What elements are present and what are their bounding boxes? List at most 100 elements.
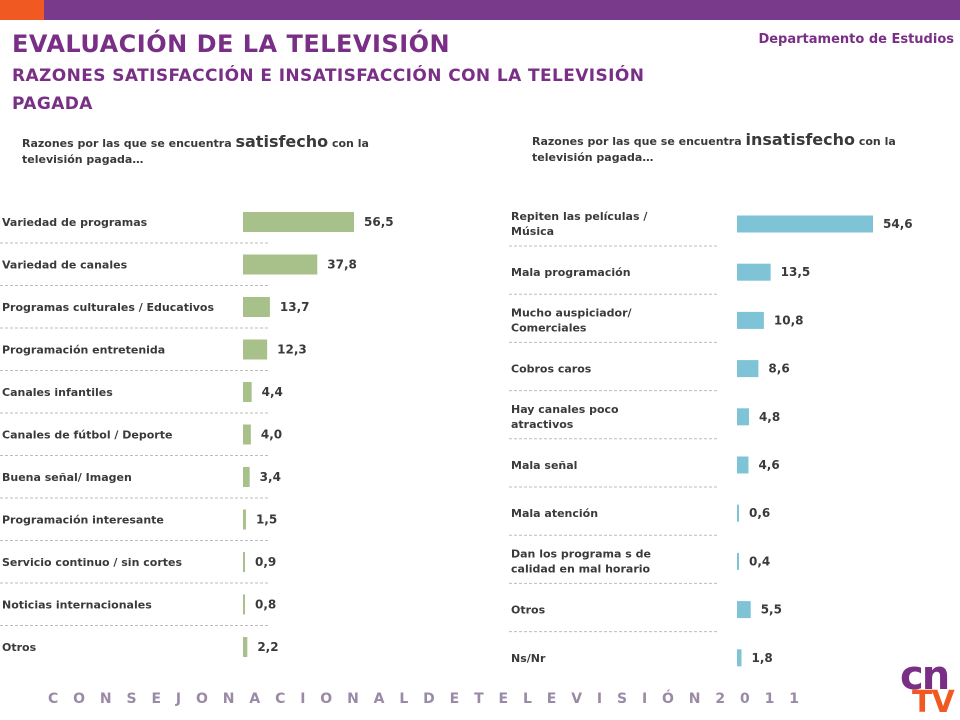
satisfied-category-label: Programas culturales / Educativos bbox=[2, 301, 214, 314]
satisfied-category-label-line: Canales infantiles bbox=[2, 386, 113, 399]
dissatisfied-category-label: Cobros caros bbox=[511, 363, 592, 376]
dissatisfied-category-label-line: Mala programación bbox=[511, 266, 631, 279]
dissatisfied-category-label: Mucho auspiciador/Comerciales bbox=[511, 306, 633, 334]
dissatisfied-category-label-line: Mucho auspiciador/ bbox=[511, 306, 633, 319]
satisfied-category-label-line: Servicio continuo / sin cortes bbox=[2, 556, 182, 569]
dissatisfied-category-label-line: atractivos bbox=[511, 418, 574, 431]
satisfied-category-label-line: Otros bbox=[2, 641, 37, 654]
satisfied-category-label-line: Noticias internacionales bbox=[2, 599, 152, 612]
charts-canvas: 56,5 Variedad de programas 37,8 Variedad de… bbox=[0, 210, 913, 667]
dissatisfied-category-label-line: calidad en mal horario bbox=[511, 562, 651, 575]
left-intro-before: Razones por las que se encuentra bbox=[22, 137, 236, 150]
satisfied-category-label: Canales infantiles bbox=[2, 386, 113, 399]
dissatisfied-value-label: 8,6 bbox=[768, 362, 789, 376]
dissatisfied-bar bbox=[737, 552, 739, 570]
dissatisfied-value-label: 0,4 bbox=[749, 554, 770, 568]
page-subtitle: RAZONES SATISFACCIÓN E INSATISFACCIÓN CO… bbox=[12, 66, 645, 114]
dissatisfied-category-label-line: Hay canales poco bbox=[511, 403, 619, 416]
satisfied-category-label-line: Variedad de programas bbox=[2, 216, 148, 229]
dissatisfied-category-label: Hay canales poco atractivos bbox=[511, 403, 619, 431]
dissatisfied-value-label: 10,8 bbox=[774, 313, 804, 327]
dissatisfied-bar bbox=[737, 263, 771, 281]
dissatisfied-bar bbox=[737, 504, 739, 522]
satisfied-category-label: Servicio continuo / sin cortes bbox=[2, 556, 182, 569]
satisfied-bar bbox=[243, 594, 245, 615]
dissatisfied-value-label: 1,8 bbox=[751, 651, 772, 665]
satisfied-bar bbox=[243, 382, 252, 402]
dissatisfied-category-label-line: Otros bbox=[511, 604, 546, 617]
dissatisfied-category-label: Ns/Nr bbox=[511, 652, 546, 665]
dissatisfied-category-label: Otros bbox=[511, 604, 546, 617]
department-label: Departamento de Estudios bbox=[758, 32, 954, 47]
satisfied-value-label: 13,7 bbox=[280, 300, 310, 314]
dissatisfied-category-label-line: Mala señal bbox=[511, 459, 577, 472]
dissatisfied-category-label-line: Comerciales bbox=[511, 321, 587, 334]
satisfied-bar bbox=[243, 509, 246, 530]
right-intro-keyword: insatisfecho bbox=[745, 130, 856, 149]
dissatisfied-bar bbox=[737, 456, 749, 474]
satisfied-category-label-line: Buena señal/ Imagen bbox=[2, 471, 132, 484]
left-intro-after: con la televisión pagada… bbox=[22, 137, 369, 166]
dissatisfied-category-label: Mala atención bbox=[511, 507, 598, 520]
satisfied-category-label: Variedad de canales bbox=[2, 259, 128, 272]
satisfied-value-label: 3,4 bbox=[260, 470, 281, 484]
satisfied-category-label-line: Programación entretenida bbox=[2, 344, 165, 357]
dissatisfied-bar bbox=[737, 649, 742, 667]
cntv-logo-bottom: TV bbox=[912, 685, 955, 720]
satisfied-bar bbox=[243, 297, 270, 317]
satisfied-value-label: 0,8 bbox=[255, 598, 276, 612]
satisfied-value-label: 12,3 bbox=[277, 343, 307, 357]
footer-text: C O N S E J O N A C I O N A L D E T E L … bbox=[48, 691, 799, 707]
dissatisfied-value-label: 54,6 bbox=[883, 217, 913, 231]
satisfied-category-label: Otros bbox=[2, 641, 37, 654]
satisfied-category-label: Noticias internacionales bbox=[2, 599, 152, 612]
satisfied-category-label-line: Variedad de canales bbox=[2, 259, 128, 272]
dissatisfied-category-label-line: Ns/Nr bbox=[511, 652, 546, 665]
dissatisfied-value-label: 0,6 bbox=[749, 506, 770, 520]
satisfied-value-label: 0,9 bbox=[255, 555, 276, 569]
dissatisfied-category-label: Dan los programa s de calidad en mal hora… bbox=[511, 547, 651, 575]
header-bar bbox=[0, 0, 960, 20]
satisfied-category-label: Programación interesante bbox=[2, 514, 164, 527]
satisfied-category-label: Programación entretenida bbox=[2, 344, 165, 357]
satisfied-bar bbox=[243, 339, 268, 360]
dissatisfied-bar bbox=[737, 311, 764, 329]
dissatisfied-category-label: Mala señal bbox=[511, 459, 577, 472]
dissatisfied-bar bbox=[737, 360, 759, 378]
header-accent bbox=[0, 0, 44, 20]
left-intro-keyword: satisfecho bbox=[235, 132, 329, 151]
satisfied-bar bbox=[243, 467, 250, 487]
satisfied-value-label: 4,4 bbox=[262, 385, 283, 399]
satisfied-bar bbox=[243, 254, 318, 275]
dissatisfied-category-label-line: Repiten las películas / bbox=[511, 210, 648, 223]
right-intro-after: con la televisión pagada… bbox=[532, 135, 896, 164]
satisfied-value-label: 2,2 bbox=[257, 640, 278, 654]
page-title: EVALUACIÓN DE LA TELEVISIÓN bbox=[12, 30, 451, 58]
satisfied-category-label-line: Programas culturales / Educativos bbox=[2, 301, 214, 314]
satisfied-category-label-line: Canales de fútbol / Deporte bbox=[2, 429, 172, 442]
dissatisfied-bar bbox=[737, 601, 751, 619]
dissatisfied-bar bbox=[737, 408, 749, 426]
dissatisfied-category-label-line: Dan los programa s de bbox=[511, 547, 651, 560]
dissatisfied-value-label: 13,5 bbox=[781, 265, 811, 279]
dissatisfied-category-label: Repiten las películas / Música bbox=[511, 210, 648, 238]
satisfied-category-label: Canales de fútbol / Deporte bbox=[2, 429, 172, 442]
dissatisfied-value-label: 4,6 bbox=[758, 458, 779, 472]
satisfied-value-label: 56,5 bbox=[364, 215, 394, 229]
cntv-logo-top: cn bbox=[900, 653, 950, 699]
dissatisfied-category-label: Mala programación bbox=[511, 266, 631, 279]
satisfied-bar bbox=[243, 212, 354, 232]
satisfied-category-label: Variedad de programas bbox=[2, 216, 148, 229]
dissatisfied-bar bbox=[737, 215, 873, 233]
satisfied-value-label: 4,0 bbox=[261, 428, 282, 442]
dissatisfied-value-label: 5,5 bbox=[761, 603, 782, 617]
satisfied-value-label: 1,5 bbox=[256, 513, 277, 527]
dissatisfied-value-label: 4,8 bbox=[759, 410, 780, 424]
satisfied-category-label: Buena señal/ Imagen bbox=[2, 471, 132, 484]
dissatisfied-category-label-line: Cobros caros bbox=[511, 363, 592, 376]
dissatisfied-category-label-line: Mala atención bbox=[511, 507, 598, 520]
satisfied-bar bbox=[243, 424, 251, 445]
satisfied-bar bbox=[243, 637, 248, 657]
satisfied-value-label: 37,8 bbox=[327, 258, 357, 272]
satisfied-bar bbox=[243, 552, 245, 572]
